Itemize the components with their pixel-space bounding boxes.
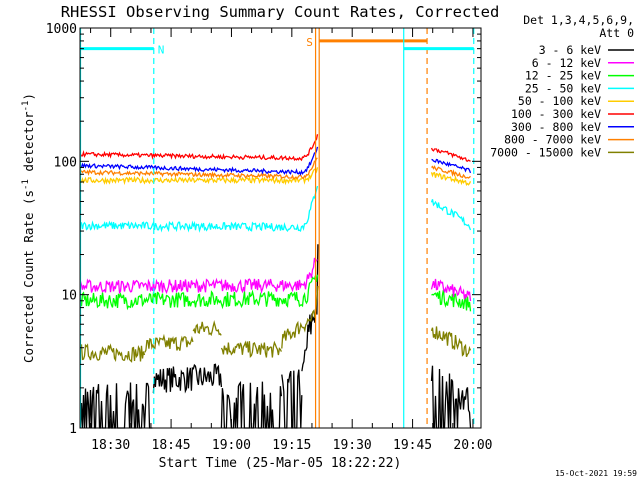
y-axis-label-end: ): [21, 93, 36, 101]
legend-label: 3 - 6 keV: [539, 43, 601, 57]
x-tick-label: 19:15: [272, 438, 311, 453]
x-tick-label: 18:45: [152, 438, 191, 453]
series-segment: [192, 319, 222, 337]
y-tick-label: 100: [54, 155, 77, 170]
legend-label: 6 - 12 keV: [532, 56, 601, 70]
y-tick-label: 1: [69, 422, 77, 437]
y-tick-label: 1000: [46, 22, 77, 37]
series-segment: [431, 165, 471, 179]
series-segment: [281, 285, 319, 349]
y-axis-label-sup1: -1: [21, 179, 31, 190]
series-7000-15000-kev: [80, 285, 472, 363]
plot-annotations: NS: [79, 28, 475, 428]
series-12-25-kev: [79, 274, 472, 312]
series-segment: [79, 134, 319, 162]
series-segment: [431, 158, 472, 174]
series-3-6-kev: [79, 244, 472, 429]
series-segment: [80, 343, 146, 363]
x-tick-label: 20:00: [453, 438, 492, 453]
series-segment: [430, 147, 471, 162]
x-tick-label: 18:30: [91, 438, 130, 453]
x-tick-label: 19:30: [333, 438, 372, 453]
series-segment: [79, 274, 319, 311]
legend-label: 800 - 7000 keV: [504, 133, 601, 147]
legend-label: 50 - 100 keV: [518, 94, 601, 108]
series-100-300-kev: [79, 134, 471, 162]
x-axis: 18:30 18:45 19:00 19:15 19:30 19:45 20:00: [90, 28, 493, 453]
plot-frame: [79, 27, 482, 429]
series-segment: [80, 157, 318, 180]
series-segment: [79, 257, 318, 295]
y-axis-label-sup2: -1: [21, 101, 31, 112]
series-segment: [430, 326, 472, 358]
series-segment: [152, 363, 223, 394]
legend-header-line2: Att 0: [599, 26, 634, 40]
series-6-12-kev: [79, 257, 472, 302]
interval-label: N: [158, 44, 165, 57]
x-axis-label: Start Time (25-Mar-05 18:22:22): [159, 456, 402, 471]
series-50-100-kev: [80, 167, 472, 187]
y-axis-label-main: Corrected Count Rate (s: [21, 190, 36, 363]
series-800-7000-kev: [80, 157, 471, 180]
x-tick-label: 19:45: [393, 438, 432, 453]
series-25-50-kev: [80, 185, 472, 233]
y-axis-label: Corrected Count Rate (s-1 detector-1): [21, 93, 36, 363]
chart-title: RHESSI Observing Summary Count Rates, Co…: [61, 3, 500, 21]
series-segment: [80, 185, 319, 233]
plot-series: [79, 134, 472, 429]
series-300-800-kev: [80, 146, 472, 176]
footer-timestamp: 15-Oct-2021 19:59: [555, 469, 637, 478]
legend-label: 12 - 25 keV: [525, 69, 601, 83]
series-segment: [430, 365, 472, 429]
series-segment: [80, 167, 319, 186]
series-segment: [220, 340, 282, 358]
legend-label: 100 - 300 keV: [511, 107, 601, 121]
series-segment: [430, 199, 472, 231]
interval-label: S: [306, 36, 313, 49]
series-segment: [220, 380, 283, 429]
legend-label: 300 - 800 keV: [511, 120, 601, 134]
series-segment: [79, 382, 153, 429]
legend-label: 7000 - 15000 keV: [490, 145, 601, 159]
legend-header-line1: Det 1,3,4,5,6,9,: [523, 13, 634, 27]
y-tick-label: 10: [61, 289, 77, 304]
series-segment: [430, 278, 472, 302]
x-tick-label: 19:00: [212, 438, 251, 453]
series-segment: [80, 146, 319, 176]
series-segment: [144, 333, 194, 353]
y-axis: 1 10 100 1000: [46, 22, 481, 437]
legend-label: 25 - 50 keV: [525, 81, 601, 95]
series-segment: [430, 171, 472, 187]
series-segment: [431, 289, 472, 312]
y-axis-label-mid: detector: [21, 111, 36, 179]
